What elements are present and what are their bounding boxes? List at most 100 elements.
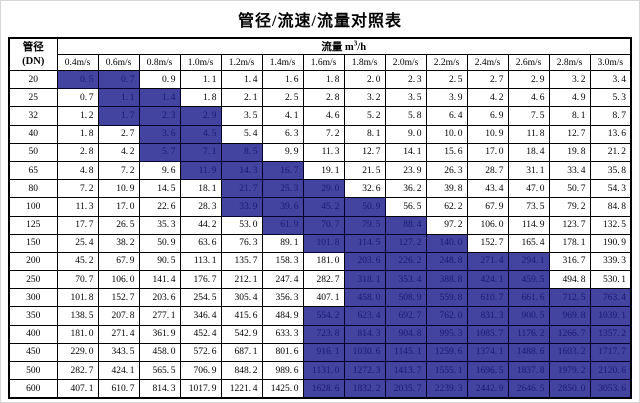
- velocity-header: 1.2m/s: [220, 54, 263, 71]
- flow-value-cell: 7. 2: [56, 179, 99, 199]
- flow-value-cell: 9. 9: [261, 142, 304, 162]
- flow-value-cell: 1. 6: [261, 69, 304, 90]
- flow-value-cell: 1131. 0: [302, 360, 345, 381]
- flow-value-cell: 692. 7: [384, 306, 427, 326]
- flow-value-cell: 53. 0: [220, 215, 263, 235]
- flow-value-cell: 572. 6: [179, 342, 222, 363]
- flow-value-cell: 1176. 2: [507, 324, 550, 344]
- table-header: 管径 (DN) 流量 m3/h 0.4m/s 0.6m/s 0.8m/s 1.0m/s…: [8, 37, 632, 71]
- flow-value-cell: 6. 4: [425, 106, 468, 126]
- velocity-header: 1.4m/s: [261, 54, 304, 71]
- flow-value-cell: 762. 0: [425, 306, 468, 326]
- velocity-header: 2.2m/s: [425, 54, 468, 71]
- flow-value-cell: 165. 4: [507, 233, 550, 253]
- flow-value-cell: 610. 7: [466, 288, 509, 308]
- flow-value-cell: 904. 8: [384, 324, 427, 344]
- flow-value-cell: 14. 3: [220, 160, 263, 181]
- table-row: 40 1. 8 2. 7 3. 6 4. 5 5. 4 6. 3 7. 2 8. 1 9. 0 10…: [8, 124, 632, 144]
- flow-value-cell: 7. 5: [507, 106, 550, 126]
- flow-value-cell: 33. 9: [220, 197, 263, 217]
- flow-value-cell: 916. 1: [302, 342, 345, 363]
- flow-value-cell: 70. 7: [302, 215, 345, 235]
- flow-value-cell: 113. 1: [179, 251, 222, 272]
- flow-value-cell: 2120. 6: [589, 360, 632, 381]
- flow-value-cell: 28. 7: [466, 160, 509, 181]
- flow-value-cell: 2. 5: [261, 88, 304, 108]
- flow-value-cell: 1030. 6: [343, 342, 386, 363]
- flow-value-cell: 33. 4: [548, 160, 591, 181]
- flow-value-cell: 318. 1: [343, 270, 386, 290]
- flow-value-cell: 3. 4: [589, 69, 632, 90]
- flow-value-cell: 132. 5: [589, 215, 632, 235]
- flow-value-cell: 61. 9: [261, 215, 304, 235]
- flow-value-cell: 4. 6: [507, 88, 550, 108]
- flow-value-cell: 56. 5: [384, 197, 427, 217]
- flow-value-cell: 140. 0: [425, 233, 468, 253]
- velocity-header-row: 0.4m/s 0.6m/s 0.8m/s 1.0m/s 1.2m/s 1.4m/s 1.6m…: [9, 54, 632, 71]
- flow-value-cell: 4. 6: [302, 106, 345, 126]
- flow-value-cell: 763. 4: [589, 288, 632, 308]
- flow-value-cell: 14. 1: [384, 142, 427, 162]
- flow-value-cell: 1145. 1: [384, 342, 427, 363]
- table-body: 20 0. 5 0. 7 0. 9 1. 1 1. 4 1. 6 1. 8 2. 0 2. 3 2.…: [8, 69, 632, 399]
- flow-value-cell: 458. 0: [138, 342, 181, 363]
- dn-cell: 32: [8, 106, 58, 126]
- flow-value-cell: 79. 2: [548, 197, 591, 217]
- flow-value-cell: 530. 1: [589, 270, 632, 290]
- flow-value-cell: 76. 3: [220, 233, 263, 253]
- flow-value-cell: 114. 9: [507, 215, 550, 235]
- flow-value-cell: 35. 3: [138, 215, 181, 235]
- flow-value-cell: 3. 5: [384, 88, 427, 108]
- flow-value-cell: 3. 6: [138, 124, 181, 144]
- flow-value-cell: 190. 9: [589, 233, 632, 253]
- flow-value-cell: 2646. 5: [507, 379, 550, 399]
- flow-value-cell: 73. 5: [507, 197, 550, 217]
- flow-value-cell: 79. 5: [343, 215, 386, 235]
- flow-value-cell: 181. 0: [302, 251, 345, 272]
- flow-value-cell: 70. 7: [56, 270, 99, 290]
- flow-value-cell: 361. 9: [138, 324, 181, 344]
- flow-value-cell: 2239. 3: [425, 379, 468, 399]
- flow-value-cell: 254. 5: [179, 288, 222, 308]
- flow-value-cell: 1628. 6: [302, 379, 345, 399]
- table-row: 600 407. 1 610. 7 814. 3 1017. 9 1221. 4 1425.…: [8, 379, 632, 399]
- flow-value-cell: 3. 9: [425, 88, 468, 108]
- corner-header-dn: 管径 (DN): [8, 37, 58, 71]
- dn-cell: 65: [8, 160, 58, 181]
- table-row: 80 7. 2 10. 9 14. 5 18. 1 21. 7 25. 3 29. 0 32. …: [8, 179, 632, 199]
- flow-value-cell: 45. 2: [302, 197, 345, 217]
- flow-value-cell: 554. 2: [302, 306, 345, 326]
- flow-value-cell: 26. 5: [97, 215, 140, 235]
- flow-value-cell: 47. 0: [507, 179, 550, 199]
- flow-value-cell: 1832. 2: [343, 379, 386, 399]
- flow-value-cell: 106. 0: [466, 215, 509, 235]
- flow-rate-header: 流量 m3/h: [56, 37, 632, 55]
- flow-value-cell: 610. 7: [97, 379, 140, 399]
- dn-cell: 100: [8, 197, 58, 217]
- flow-value-cell: 152. 7: [466, 233, 509, 253]
- flow-value-cell: 21. 5: [343, 160, 386, 181]
- flow-value-cell: 1. 1: [97, 88, 140, 108]
- flow-value-cell: 995. 3: [425, 324, 468, 344]
- flow-value-cell: 1374. 1: [466, 342, 509, 363]
- corner-header-line2: (DN): [22, 55, 45, 67]
- flow-value-cell: 1. 8: [56, 124, 99, 144]
- dn-cell: 250: [8, 270, 58, 290]
- flow-value-cell: 415. 6: [220, 306, 263, 326]
- flow-value-cell: 3. 2: [343, 88, 386, 108]
- flow-value-cell: 900. 5: [507, 306, 550, 326]
- flow-value-cell: 12. 7: [548, 124, 591, 144]
- flow-value-cell: 2850. 0: [548, 379, 591, 399]
- flow-value-cell: 0. 9: [138, 69, 181, 90]
- flow-value-cell: 10. 9: [466, 124, 509, 144]
- flow-value-cell: 459. 5: [507, 270, 550, 290]
- flow-value-cell: 141. 4: [138, 270, 181, 290]
- dn-cell: 125: [8, 215, 58, 235]
- flow-value-cell: 62. 2: [425, 197, 468, 217]
- flow-value-cell: 0. 7: [97, 69, 140, 90]
- flow-value-cell: 138. 5: [56, 306, 99, 326]
- flow-value-cell: 9. 6: [138, 160, 181, 181]
